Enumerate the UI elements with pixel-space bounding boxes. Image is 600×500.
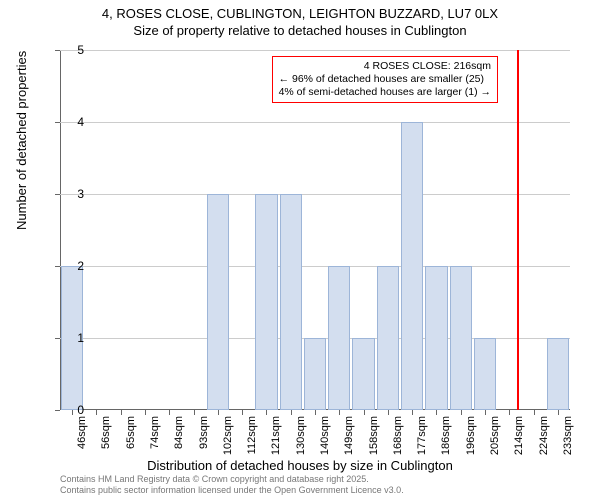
ytick-label: 4 (54, 115, 84, 129)
xtick-mark (339, 410, 340, 415)
bar (207, 194, 229, 410)
bar (450, 266, 472, 410)
xtick-label: 149sqm (343, 416, 355, 455)
xtick-label: 224sqm (538, 416, 550, 455)
xtick-mark (388, 410, 389, 415)
xtick-mark (291, 410, 292, 415)
gridline (60, 122, 570, 123)
xtick-label: 102sqm (222, 416, 234, 455)
xtick-mark (558, 410, 559, 415)
xtick-label: 65sqm (125, 416, 137, 449)
xtick-label: 112sqm (246, 416, 258, 454)
ytick-label: 0 (54, 403, 84, 417)
xtick-label: 46sqm (76, 416, 88, 449)
xtick-label: 205sqm (489, 416, 501, 455)
ytick-label: 2 (54, 259, 84, 273)
xtick-mark (169, 410, 170, 415)
bar (425, 266, 447, 410)
ytick-label: 5 (54, 43, 84, 57)
annotation-line1: 4 ROSES CLOSE: 216sqm (279, 60, 491, 73)
bar (280, 194, 302, 410)
xtick-mark (242, 410, 243, 415)
xtick-label: 84sqm (173, 416, 185, 449)
gridline (60, 194, 570, 195)
chart-title: 4, ROSES CLOSE, CUBLINGTON, LEIGHTON BUZ… (0, 0, 600, 40)
ytick-label: 1 (54, 331, 84, 345)
xtick-label: 130sqm (295, 416, 307, 455)
y-axis-label: Number of detached properties (14, 51, 29, 230)
annotation-box: 4 ROSES CLOSE: 216sqm← 96% of detached h… (272, 56, 498, 103)
annotation-line3: 4% of semi-detached houses are larger (1… (279, 86, 491, 99)
annotation-line2: ← 96% of detached houses are smaller (25… (279, 73, 491, 86)
xtick-mark (218, 410, 219, 415)
xtick-mark (534, 410, 535, 415)
xtick-label: 186sqm (440, 416, 452, 455)
bar (377, 266, 399, 410)
xtick-mark (96, 410, 97, 415)
reference-marker (517, 50, 519, 410)
bar (304, 338, 326, 410)
xtick-mark (509, 410, 510, 415)
footer-line1: Contains HM Land Registry data © Crown c… (60, 474, 404, 485)
bar (328, 266, 350, 410)
title-line2: Size of property relative to detached ho… (0, 23, 600, 40)
footer-line2: Contains public sector information licen… (60, 485, 404, 496)
chart-area: 46sqm56sqm65sqm74sqm84sqm93sqm102sqm112s… (60, 50, 570, 410)
xtick-mark (121, 410, 122, 415)
bar (474, 338, 496, 410)
xtick-mark (485, 410, 486, 415)
xtick-mark (194, 410, 195, 415)
xtick-label: 177sqm (416, 416, 428, 455)
xtick-label: 158sqm (368, 416, 380, 455)
xtick-label: 233sqm (562, 416, 574, 455)
xtick-label: 74sqm (149, 416, 161, 449)
xtick-mark (315, 410, 316, 415)
xtick-label: 214sqm (513, 416, 525, 455)
gridline (60, 266, 570, 267)
bar (352, 338, 374, 410)
xtick-label: 196sqm (465, 416, 477, 455)
xtick-label: 93sqm (198, 416, 210, 449)
attribution-footer: Contains HM Land Registry data © Crown c… (60, 474, 404, 496)
ytick-label: 3 (54, 187, 84, 201)
xtick-mark (364, 410, 365, 415)
xtick-mark (145, 410, 146, 415)
title-line1: 4, ROSES CLOSE, CUBLINGTON, LEIGHTON BUZ… (0, 6, 600, 23)
xtick-label: 121sqm (270, 416, 282, 455)
bar (255, 194, 277, 410)
xtick-mark (266, 410, 267, 415)
bar (401, 122, 423, 410)
gridline (60, 50, 570, 51)
xtick-mark (412, 410, 413, 415)
xtick-label: 168sqm (392, 416, 404, 455)
xtick-mark (436, 410, 437, 415)
x-axis-label: Distribution of detached houses by size … (0, 458, 600, 473)
xtick-mark (461, 410, 462, 415)
plot-region: 46sqm56sqm65sqm74sqm84sqm93sqm102sqm112s… (60, 50, 570, 410)
bar (547, 338, 569, 410)
xtick-label: 56sqm (100, 416, 112, 449)
xtick-label: 140sqm (319, 416, 331, 455)
